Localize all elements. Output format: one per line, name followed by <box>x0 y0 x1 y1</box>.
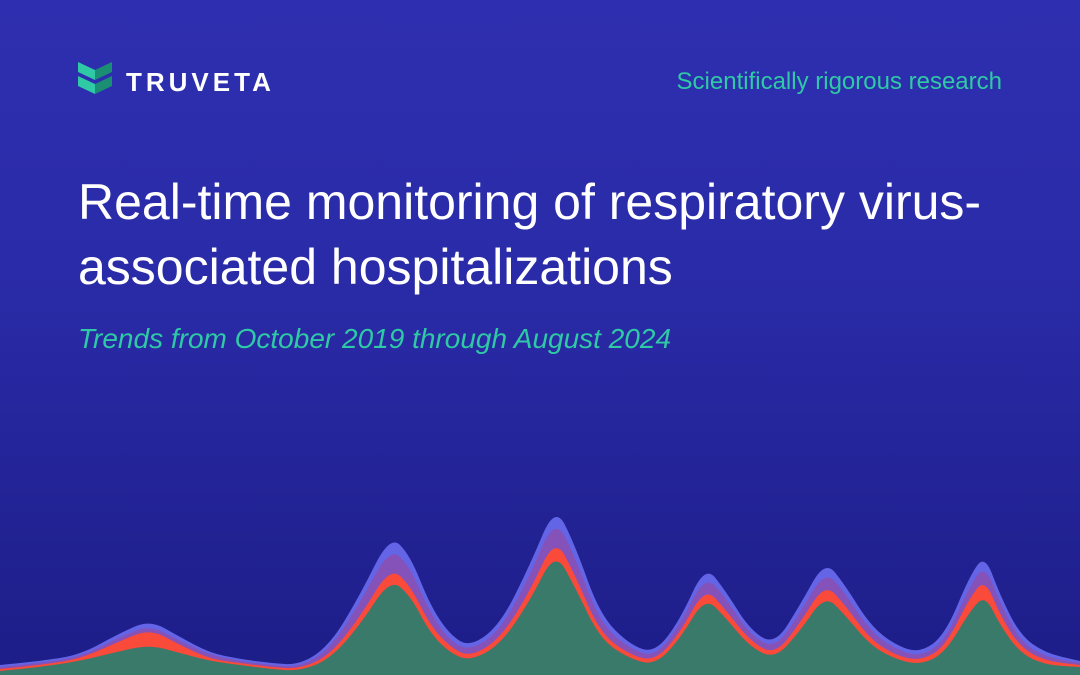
tagline: Scientifically rigorous research <box>677 68 1002 96</box>
brand-logo: TRUVETA <box>78 62 275 102</box>
page-title: Real-time monitoring of respiratory viru… <box>78 170 1002 300</box>
brand-name: TRUVETA <box>126 67 275 98</box>
hospitalizations-area-chart <box>0 415 1080 675</box>
truveta-logo-icon <box>78 62 112 102</box>
page-subtitle: Trends from October 2019 through August … <box>78 320 700 358</box>
header-row: TRUVETA Scientifically rigorous research <box>78 62 1002 102</box>
